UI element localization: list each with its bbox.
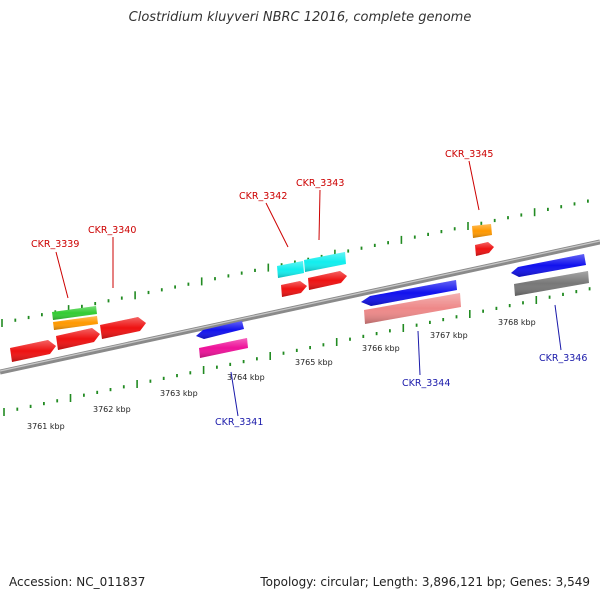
kbp-label: 3764 kbp bbox=[227, 373, 265, 382]
kbp-label: 3768 kbp bbox=[498, 318, 536, 327]
gene-label[interactable]: CKR_3346 bbox=[539, 353, 587, 364]
kbp-label: 3767 kbp bbox=[430, 331, 468, 340]
kbp-label: 3766 kbp bbox=[362, 344, 400, 353]
minus-leader-lines bbox=[230, 304, 562, 417]
gene-label[interactable]: CKR_3339 bbox=[31, 239, 79, 250]
gene-labels: CKR_3339 CKR_3340 CKR_3342 CKR_3343 CKR_… bbox=[31, 149, 587, 428]
gene-label[interactable]: CKR_3342 bbox=[239, 191, 287, 202]
minus-strand-ticks bbox=[3, 287, 591, 416]
gene-label[interactable]: CKR_3345 bbox=[445, 149, 493, 160]
plus-leader-lines bbox=[55, 160, 480, 299]
kbp-labels: 3761 kbp 3762 kbp 3763 kbp 3764 kbp 3765… bbox=[27, 318, 536, 431]
genome-backbone bbox=[0, 239, 600, 375]
kbp-label: 3763 kbp bbox=[160, 389, 198, 398]
page-title: Clostridium kluyveri NBRC 12016, complet… bbox=[128, 10, 472, 25]
gene-label[interactable]: CKR_3343 bbox=[296, 178, 344, 189]
gene-label[interactable]: CKR_3341 bbox=[215, 417, 263, 428]
accession-text: Accession: NC_011837 bbox=[9, 575, 146, 589]
gene-features bbox=[10, 224, 589, 362]
kbp-label: 3761 kbp bbox=[27, 422, 65, 431]
gene-label[interactable]: CKR_3344 bbox=[402, 378, 450, 389]
gene-label[interactable]: CKR_3340 bbox=[88, 225, 136, 236]
kbp-label: 3762 kbp bbox=[93, 405, 131, 414]
genome-summary-text: Topology: circular; Length: 3,896,121 bp… bbox=[260, 575, 590, 589]
kbp-label: 3765 kbp bbox=[295, 358, 333, 367]
genome-backbone-highlight bbox=[0, 240, 600, 372]
